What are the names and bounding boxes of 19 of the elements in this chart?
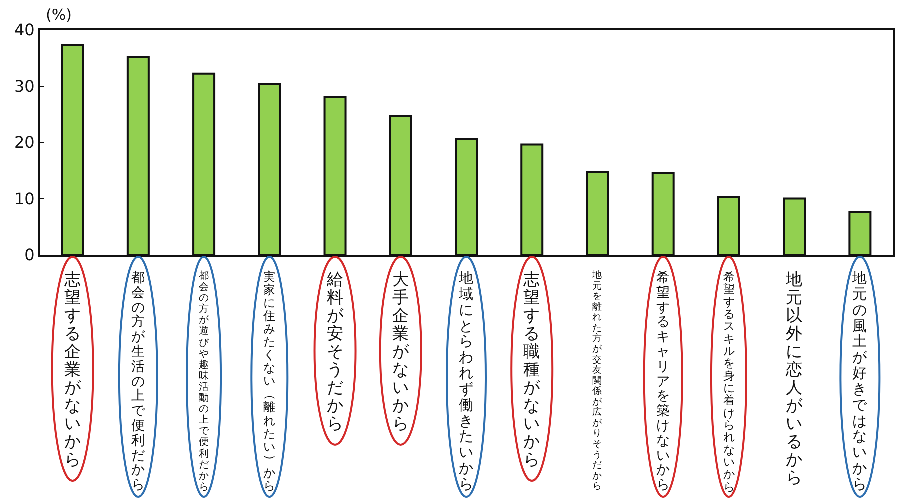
category-label: 志望する企業がないから <box>64 270 82 469</box>
y-tick-label: 40 <box>14 20 35 40</box>
category-label: 地域にとらわれず働きたいから <box>459 270 474 493</box>
category-label: 希望するキャリアを築けないから <box>656 270 670 494</box>
category-label: 地元の風土が好きではないから <box>852 270 868 493</box>
category-label: 大手企業がないから <box>392 270 410 433</box>
category-label: 希望するスキルを身に着けられないから <box>723 270 734 494</box>
category-label: 都会の方が遊びや趣味活動の上で便利だから <box>199 271 210 493</box>
y-tick-label: 20 <box>14 133 35 152</box>
category-label: 都会の方が生活の上で便利だから <box>131 270 146 494</box>
y-tick-label: 10 <box>14 189 35 208</box>
category-label: 給料が安そうだから <box>326 270 344 433</box>
y-tick-label: 30 <box>14 76 35 96</box>
y-tick-label: 0 <box>24 246 35 265</box>
category-label: 地元を離れた方が交友関係が広がりそうだから <box>592 270 603 492</box>
category-label: 志望する職種がないから <box>524 270 541 469</box>
category-label: 実家に住みたくない（離れたい）から <box>263 270 278 493</box>
category-label: 地元以外に恋人がいるから <box>786 270 804 487</box>
y-axis-title: (%) <box>46 6 72 24</box>
